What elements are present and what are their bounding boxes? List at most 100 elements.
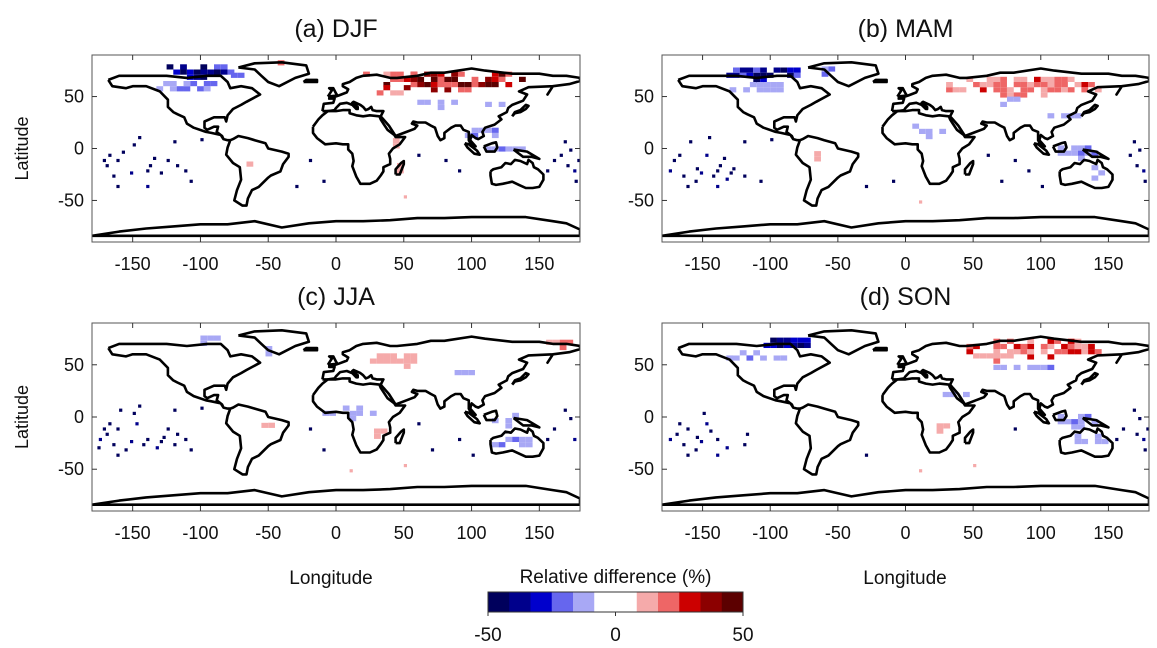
anomaly-patch	[726, 350, 788, 361]
heat-cell	[397, 358, 404, 364]
heat-cell	[1013, 96, 1021, 102]
heat-cell	[451, 71, 458, 77]
heat-cell	[498, 101, 506, 107]
coastline	[92, 215, 580, 238]
ocean-cell	[102, 158, 106, 163]
heat-cell	[1061, 113, 1068, 119]
heat-cell	[454, 370, 462, 376]
heat-cell	[237, 72, 245, 78]
x-tick-label: 0	[900, 254, 910, 274]
heat-cell	[936, 423, 944, 429]
heat-cell	[1091, 150, 1099, 156]
panel-title: (b) MAM	[858, 15, 954, 43]
heat-cell	[430, 87, 438, 93]
x-tick-label: -100	[752, 523, 788, 543]
coastline	[482, 409, 499, 422]
ocean-cell	[745, 432, 750, 436]
coastline	[463, 142, 481, 156]
ocean-cell	[155, 446, 159, 450]
heat-cell	[1054, 76, 1062, 82]
anomaly-patch	[239, 156, 254, 172]
heat-cell	[1061, 76, 1068, 82]
colorbar-bin	[615, 592, 638, 612]
heat-cell	[383, 82, 391, 88]
y-tick-label: -50	[58, 190, 84, 210]
heat-cell	[383, 85, 391, 91]
heat-cell	[1054, 118, 1062, 124]
x-tick-label: -100	[182, 254, 218, 274]
heat-cell	[478, 132, 486, 139]
ocean-cell	[695, 435, 699, 439]
heat-cell	[814, 151, 821, 157]
heat-cell	[1067, 343, 1075, 350]
heat-cell	[1040, 364, 1048, 371]
heat-cell	[437, 82, 445, 88]
ocean-cell	[153, 156, 157, 160]
ocean-cell	[716, 437, 720, 442]
heat-cell	[417, 99, 425, 105]
ocean-cell	[132, 143, 136, 147]
heat-cell	[498, 442, 506, 448]
heat-cell	[1057, 150, 1065, 156]
heat-cell	[1047, 364, 1055, 371]
heat-cell	[1057, 413, 1065, 420]
heat-cell	[1013, 343, 1021, 350]
x-tick-label: 150	[524, 254, 554, 274]
ocean-cell	[709, 429, 713, 433]
anomaly-patch	[973, 353, 1014, 364]
ocean-cell	[705, 153, 709, 157]
ocean-cell	[200, 138, 204, 142]
heat-cell	[1007, 353, 1014, 359]
coastline	[238, 329, 311, 356]
x-tick-label: -50	[255, 523, 281, 543]
ocean-cell	[708, 136, 712, 140]
heat-cell	[1074, 433, 1082, 439]
y-tick-label: 0	[74, 407, 84, 427]
heat-cell	[464, 82, 472, 88]
heat-cell	[437, 76, 445, 82]
heat-cell	[468, 370, 475, 376]
coastline	[1032, 410, 1051, 425]
heat-cell	[770, 82, 777, 88]
heat-cell	[1047, 354, 1055, 360]
x-tick-label: 50	[394, 254, 414, 274]
heat-cell	[743, 87, 750, 93]
coastline	[1058, 158, 1114, 190]
heat-cell	[392, 138, 400, 144]
panel-title: (d) SON	[860, 283, 952, 311]
heat-cell	[424, 82, 431, 88]
heat-cell	[1078, 419, 1085, 425]
heat-cell	[1013, 82, 1021, 88]
heat-cell	[183, 81, 191, 87]
heat-cell	[952, 87, 960, 93]
x-axis-label-left: Longitude	[289, 568, 372, 589]
x-tick-label: 150	[1093, 523, 1123, 543]
ocean-cell	[1138, 417, 1142, 421]
heat-cell	[383, 358, 391, 364]
ocean-cell	[1142, 437, 1146, 442]
heat-cell	[1034, 76, 1041, 82]
ocean-cell	[973, 464, 977, 468]
coastline	[302, 78, 319, 84]
heat-cell	[821, 71, 829, 77]
heat-cell	[176, 86, 184, 92]
heat-cell	[1000, 82, 1007, 88]
heat-cell	[1094, 349, 1102, 355]
heat-cell	[1040, 87, 1048, 93]
heat-cell	[403, 358, 411, 364]
anomaly-patch	[491, 436, 533, 448]
heat-cell	[959, 87, 967, 93]
heat-cell	[239, 166, 247, 172]
heat-cell	[212, 101, 220, 107]
y-tick-label: 50	[64, 87, 84, 107]
ocean-cell	[1132, 408, 1136, 412]
heat-cell	[1064, 419, 1072, 425]
heat-cell	[220, 64, 228, 70]
heat-cell	[1091, 419, 1099, 425]
heat-cell	[444, 87, 452, 93]
heat-cell	[173, 69, 181, 75]
heat-cell	[390, 358, 397, 364]
heat-cell	[397, 353, 404, 359]
heat-cell	[756, 87, 764, 93]
ocean-cell	[694, 448, 698, 452]
